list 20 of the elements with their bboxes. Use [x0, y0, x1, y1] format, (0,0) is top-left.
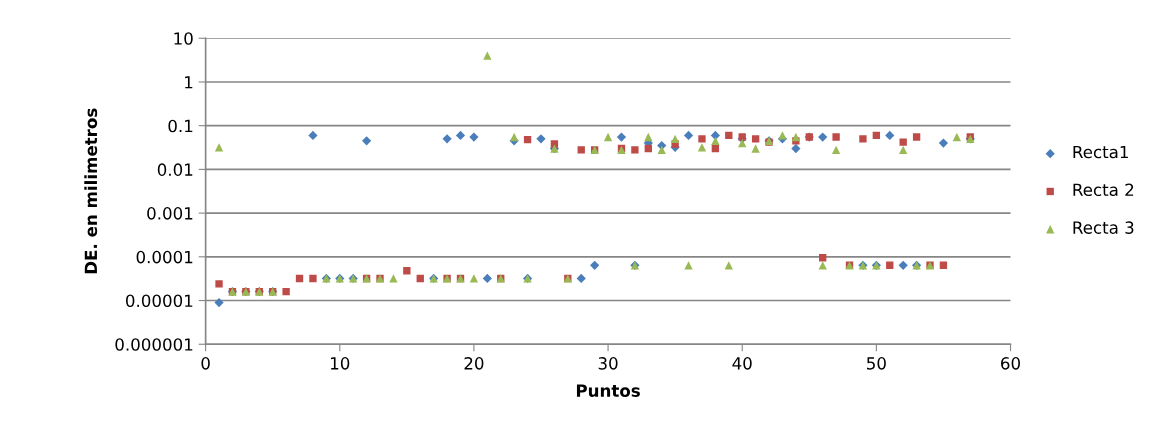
y-tick-label: 0.000001 — [115, 338, 193, 351]
y-tick-label: 0.00001 — [126, 294, 193, 308]
x-tick-label: 50 — [867, 357, 886, 370]
x-tick-label: 20 — [464, 357, 484, 370]
x-tick-label: 40 — [732, 357, 752, 370]
x-axis-title: Puntos — [576, 384, 640, 397]
y-tick-label: 1 — [185, 76, 193, 89]
y-axis-title: DE. en milimetros — [84, 108, 98, 274]
legend-label: Recta 3 — [1073, 221, 1134, 234]
legend-label: Recta 2 — [1073, 183, 1134, 197]
x-tick-label: 0 — [201, 357, 210, 370]
y-tick-label: 0.01 — [157, 163, 193, 176]
y-tick-label: 10 — [174, 32, 193, 45]
x-tick-label: 30 — [598, 357, 618, 370]
y-tick-label: 0.1 — [168, 119, 193, 133]
y-tick-label: 0.0001 — [136, 250, 193, 264]
x-tick-label: 10 — [331, 357, 350, 370]
y-tick-label: 0.001 — [147, 207, 193, 220]
legend-label: Recta1 — [1073, 145, 1128, 159]
x-tick-label: 60 — [1001, 357, 1020, 370]
